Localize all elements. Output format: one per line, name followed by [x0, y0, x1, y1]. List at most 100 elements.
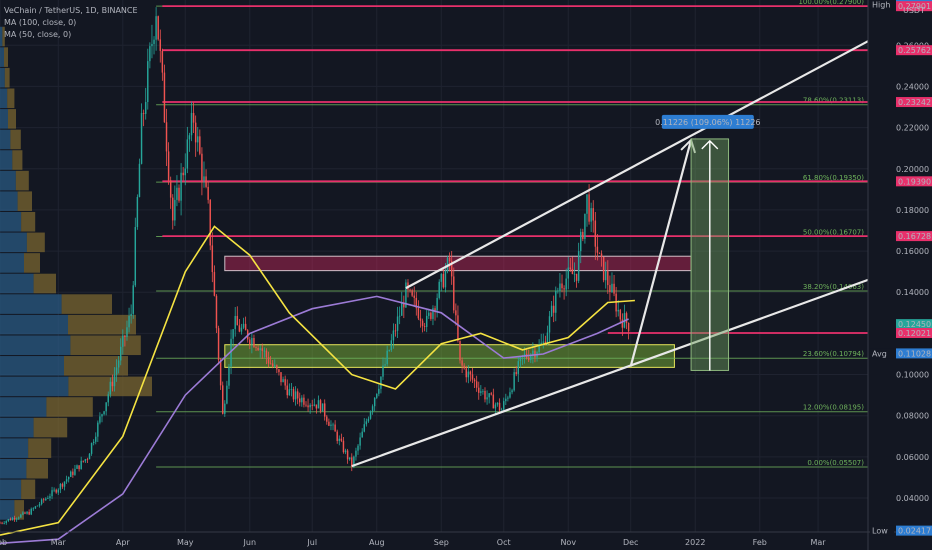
legend: VeChain / TetherUS, 1D, BINANCE MA (100,…	[4, 6, 925, 39]
candle-body	[475, 381, 478, 388]
candle-body	[261, 348, 264, 351]
candle-body	[284, 379, 286, 386]
candle-body	[182, 172, 184, 176]
x-tick-8: Oct	[497, 538, 511, 547]
candle-body	[434, 308, 436, 311]
candle-body	[1, 522, 3, 524]
candle-body	[180, 172, 182, 201]
candle-body	[561, 283, 563, 289]
vp-bar-up-15	[0, 191, 18, 211]
candle-body	[20, 514, 22, 518]
candle-body	[363, 424, 365, 432]
tag-value-6: 0.12450	[898, 320, 931, 329]
vp-bar-down-17	[12, 150, 23, 170]
candle-body	[278, 369, 280, 373]
candle-body	[555, 290, 557, 313]
candle-body	[84, 459, 87, 462]
tag-name-8: Avg	[872, 349, 887, 358]
candle-body	[0, 522, 1, 524]
trendlines[interactable]	[351, 40, 869, 468]
candle-body	[577, 251, 580, 281]
tag-value-2: 0.25762	[898, 46, 931, 55]
candle-body	[573, 273, 576, 275]
candle-body	[124, 335, 126, 337]
vp-bar-down-1	[21, 479, 36, 500]
candle-body	[15, 518, 18, 520]
indicator-ma100: MA (100, close, 0)	[4, 18, 76, 27]
candle-body	[88, 453, 91, 460]
candle-body	[11, 518, 14, 521]
candle-body	[299, 398, 301, 403]
candle-body	[369, 411, 372, 419]
candle-body	[236, 315, 239, 326]
candle-body	[492, 394, 495, 409]
candle-body	[126, 327, 128, 337]
candle-body	[604, 271, 607, 281]
candle-body	[540, 342, 542, 345]
x-tick-6: Aug	[369, 538, 385, 547]
y-tick-1: 0.06000	[896, 453, 929, 462]
projection-label-bg	[661, 114, 754, 129]
candle-body	[224, 403, 226, 414]
candle-body	[226, 385, 228, 404]
candle-body	[213, 272, 216, 296]
candle-body	[550, 305, 553, 317]
candle-body	[592, 208, 594, 221]
candle-body	[542, 341, 545, 343]
candle-body	[388, 350, 390, 351]
candle-body	[346, 450, 349, 460]
candle-body	[394, 330, 397, 332]
candle-body	[136, 196, 139, 228]
candle-body	[538, 344, 540, 353]
candle-body	[355, 450, 357, 457]
candle-body	[351, 457, 353, 467]
candle-body	[382, 365, 384, 377]
projection-arrow-head	[701, 139, 719, 150]
candle-body	[482, 390, 484, 392]
candle-body	[259, 348, 261, 351]
candle-body	[330, 424, 332, 426]
candle-body	[63, 481, 66, 487]
candle-body	[257, 347, 259, 351]
candle-body	[480, 391, 482, 393]
y-tick-5: 0.14000	[896, 288, 929, 297]
candle-body	[438, 281, 440, 298]
vp-bar-up-3	[0, 438, 29, 458]
candle-body	[184, 168, 186, 176]
candle-body	[563, 288, 565, 290]
indicator-ma50: MA (50, close, 0)	[4, 30, 71, 39]
candle-body	[53, 489, 55, 491]
y-tick-3: 0.10000	[896, 371, 929, 380]
candle-body	[22, 512, 24, 515]
candle-body	[232, 329, 234, 339]
vp-bar-down-19	[8, 109, 16, 129]
tag-name-bg-8	[870, 348, 894, 359]
x-tick-13: Mar	[810, 538, 826, 547]
y-tick-7: 0.18000	[896, 206, 929, 215]
candle-body	[503, 401, 505, 410]
candle-body	[161, 50, 164, 73]
candle-body	[548, 316, 551, 333]
candle-body	[78, 465, 80, 470]
candle-body	[594, 220, 597, 247]
candle-body	[328, 421, 330, 426]
projection[interactable]: 0.11226 (109.06%) 11226	[655, 114, 761, 371]
vp-bar-up-13	[0, 232, 27, 253]
candle-body	[176, 187, 178, 200]
candle-body	[580, 231, 582, 252]
vp-bar-down-8	[70, 335, 141, 356]
candle-body	[376, 393, 378, 398]
candle-body	[332, 424, 334, 426]
candle-body	[378, 388, 380, 394]
candle-body	[309, 404, 311, 408]
candle-body	[567, 267, 569, 279]
vp-bar-down-11	[33, 273, 56, 294]
horizontal-lines[interactable]	[162, 5, 868, 334]
x-tick-11: 2022	[685, 538, 705, 547]
y-tick-0: 0.04000	[896, 494, 929, 503]
tag-name-9: Low	[872, 527, 888, 536]
resistance-zone	[224, 255, 692, 272]
candle-body	[436, 297, 438, 311]
candle-body	[440, 274, 443, 282]
